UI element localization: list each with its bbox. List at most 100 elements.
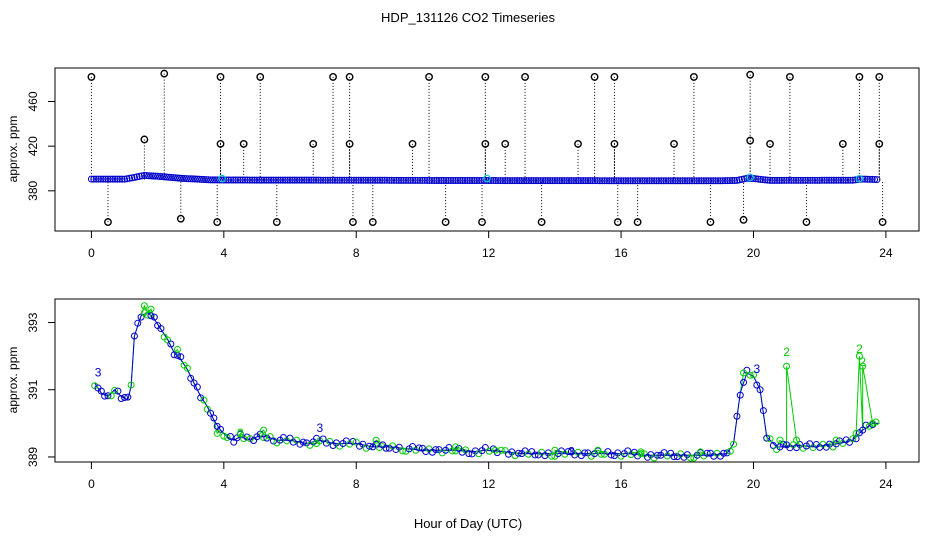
outlier-point (140, 135, 149, 144)
data-point (703, 449, 711, 457)
baseline-point (499, 177, 507, 185)
baseline-point (305, 176, 313, 184)
baseline-point (234, 176, 242, 184)
baseline-point (839, 176, 847, 184)
baseline-point (511, 177, 519, 185)
data-point (489, 445, 497, 453)
data-point (501, 447, 509, 455)
baseline-point (258, 176, 266, 184)
baseline-point (686, 177, 694, 185)
top-data-marks (87, 69, 887, 226)
baseline-point (728, 177, 736, 185)
top-y-axis-label: approx. ppm (6, 116, 20, 183)
data-point (107, 392, 115, 400)
data-point (415, 444, 423, 452)
baseline-point (608, 177, 616, 185)
baseline-point (527, 177, 535, 185)
baseline-point (298, 176, 306, 184)
baseline-point (319, 176, 327, 184)
baseline-point (248, 176, 256, 184)
data-point (687, 454, 695, 462)
baseline-point (617, 177, 625, 185)
flag2-point (551, 446, 559, 454)
baseline-point (596, 177, 604, 185)
baseline-point (151, 172, 159, 180)
top-y-tick-label: 460 (26, 91, 40, 111)
data-point (246, 435, 254, 443)
data-point (746, 371, 754, 379)
baseline-point (709, 177, 717, 185)
flag2-point (740, 369, 748, 377)
data-point (130, 332, 138, 340)
baseline-point (272, 176, 280, 184)
top-panel: approx. ppm 0 4 8 12 16 20 24 380 420 460 (6, 67, 920, 260)
baseline-point (868, 175, 876, 183)
data-point (736, 391, 744, 399)
baseline-point (754, 175, 762, 183)
outlier-point (345, 73, 354, 81)
data-point (382, 444, 390, 452)
flag2-point (594, 446, 602, 454)
baseline-point (771, 176, 779, 184)
data-point (207, 409, 215, 417)
baseline-point (169, 174, 177, 182)
baseline-point (145, 172, 153, 180)
top-x-tick-label: 24 (879, 246, 893, 260)
baseline-point (352, 176, 360, 184)
baseline-point (697, 177, 705, 185)
baseline-point (759, 176, 767, 184)
baseline-point (444, 177, 452, 185)
flag2-point (637, 448, 645, 456)
baseline-point (404, 176, 412, 184)
data-point (319, 435, 327, 443)
baseline-point (563, 177, 571, 185)
outlier-point (610, 73, 619, 81)
baseline-point (409, 176, 417, 184)
data-point (493, 449, 501, 457)
outlier-point (766, 140, 774, 148)
baseline-point (842, 176, 850, 184)
baseline-point (690, 177, 698, 185)
data-point (137, 313, 145, 321)
baseline-point (236, 176, 244, 184)
outlier-point (309, 140, 318, 148)
top-axes: 0 4 8 12 16 20 24 380 420 460 (26, 91, 893, 260)
outlier-point (706, 218, 715, 226)
baseline-point (118, 175, 126, 183)
baseline-point (418, 176, 426, 184)
baseline-point (790, 176, 798, 184)
top-y-tick-label: 420 (26, 136, 40, 156)
top-x-tick-label: 8 (353, 246, 360, 260)
baseline-point (669, 177, 677, 185)
outlier-point (574, 140, 582, 148)
flag3-series-line (94, 311, 880, 456)
baseline-point (267, 176, 275, 184)
data-point (269, 437, 277, 445)
baseline-point (300, 176, 308, 184)
outlier-point (590, 73, 599, 81)
baseline-point (191, 175, 199, 183)
baseline-point (667, 177, 675, 185)
baseline-point (515, 177, 523, 185)
baseline-point (407, 176, 415, 184)
baseline-point (653, 177, 661, 185)
baseline-point (456, 177, 464, 185)
baseline-point (279, 176, 287, 184)
flag2-label: 2 (859, 355, 866, 369)
outlier-point (537, 218, 546, 226)
baseline-point (468, 177, 476, 185)
bottom-x-tick-label: 20 (747, 477, 761, 491)
baseline-point (534, 177, 542, 185)
baseline-point (733, 176, 741, 184)
baseline-point (811, 176, 819, 184)
data-point (170, 351, 178, 359)
baseline-point (202, 176, 210, 184)
baseline-point (662, 177, 670, 185)
baseline-point (307, 176, 315, 184)
top-x-tick-label: 4 (220, 246, 227, 260)
baseline-point (116, 175, 124, 183)
baseline-point (775, 176, 783, 184)
outlier-point (521, 73, 529, 81)
bottom-panel: approx. ppm 333 32 222 0 4 8 12 16 20 2438939139… (6, 298, 920, 491)
data-point (147, 312, 155, 320)
